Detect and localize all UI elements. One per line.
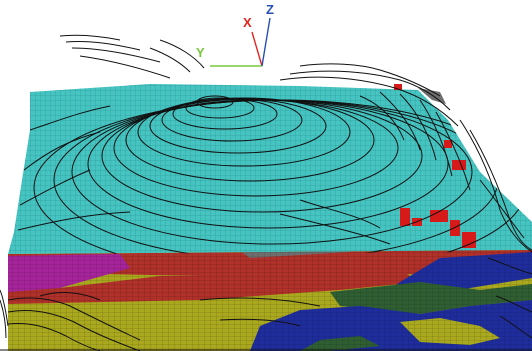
z-axis-line xyxy=(261,17,271,67)
contour-lines xyxy=(0,34,532,351)
z-axis-label: Z xyxy=(266,2,274,17)
axis-triad-icon xyxy=(210,17,271,67)
x-axis-line xyxy=(251,31,263,67)
x-axis-label: X xyxy=(243,15,252,30)
y-axis-label: Y xyxy=(196,45,205,60)
side-face-layers xyxy=(8,250,532,351)
